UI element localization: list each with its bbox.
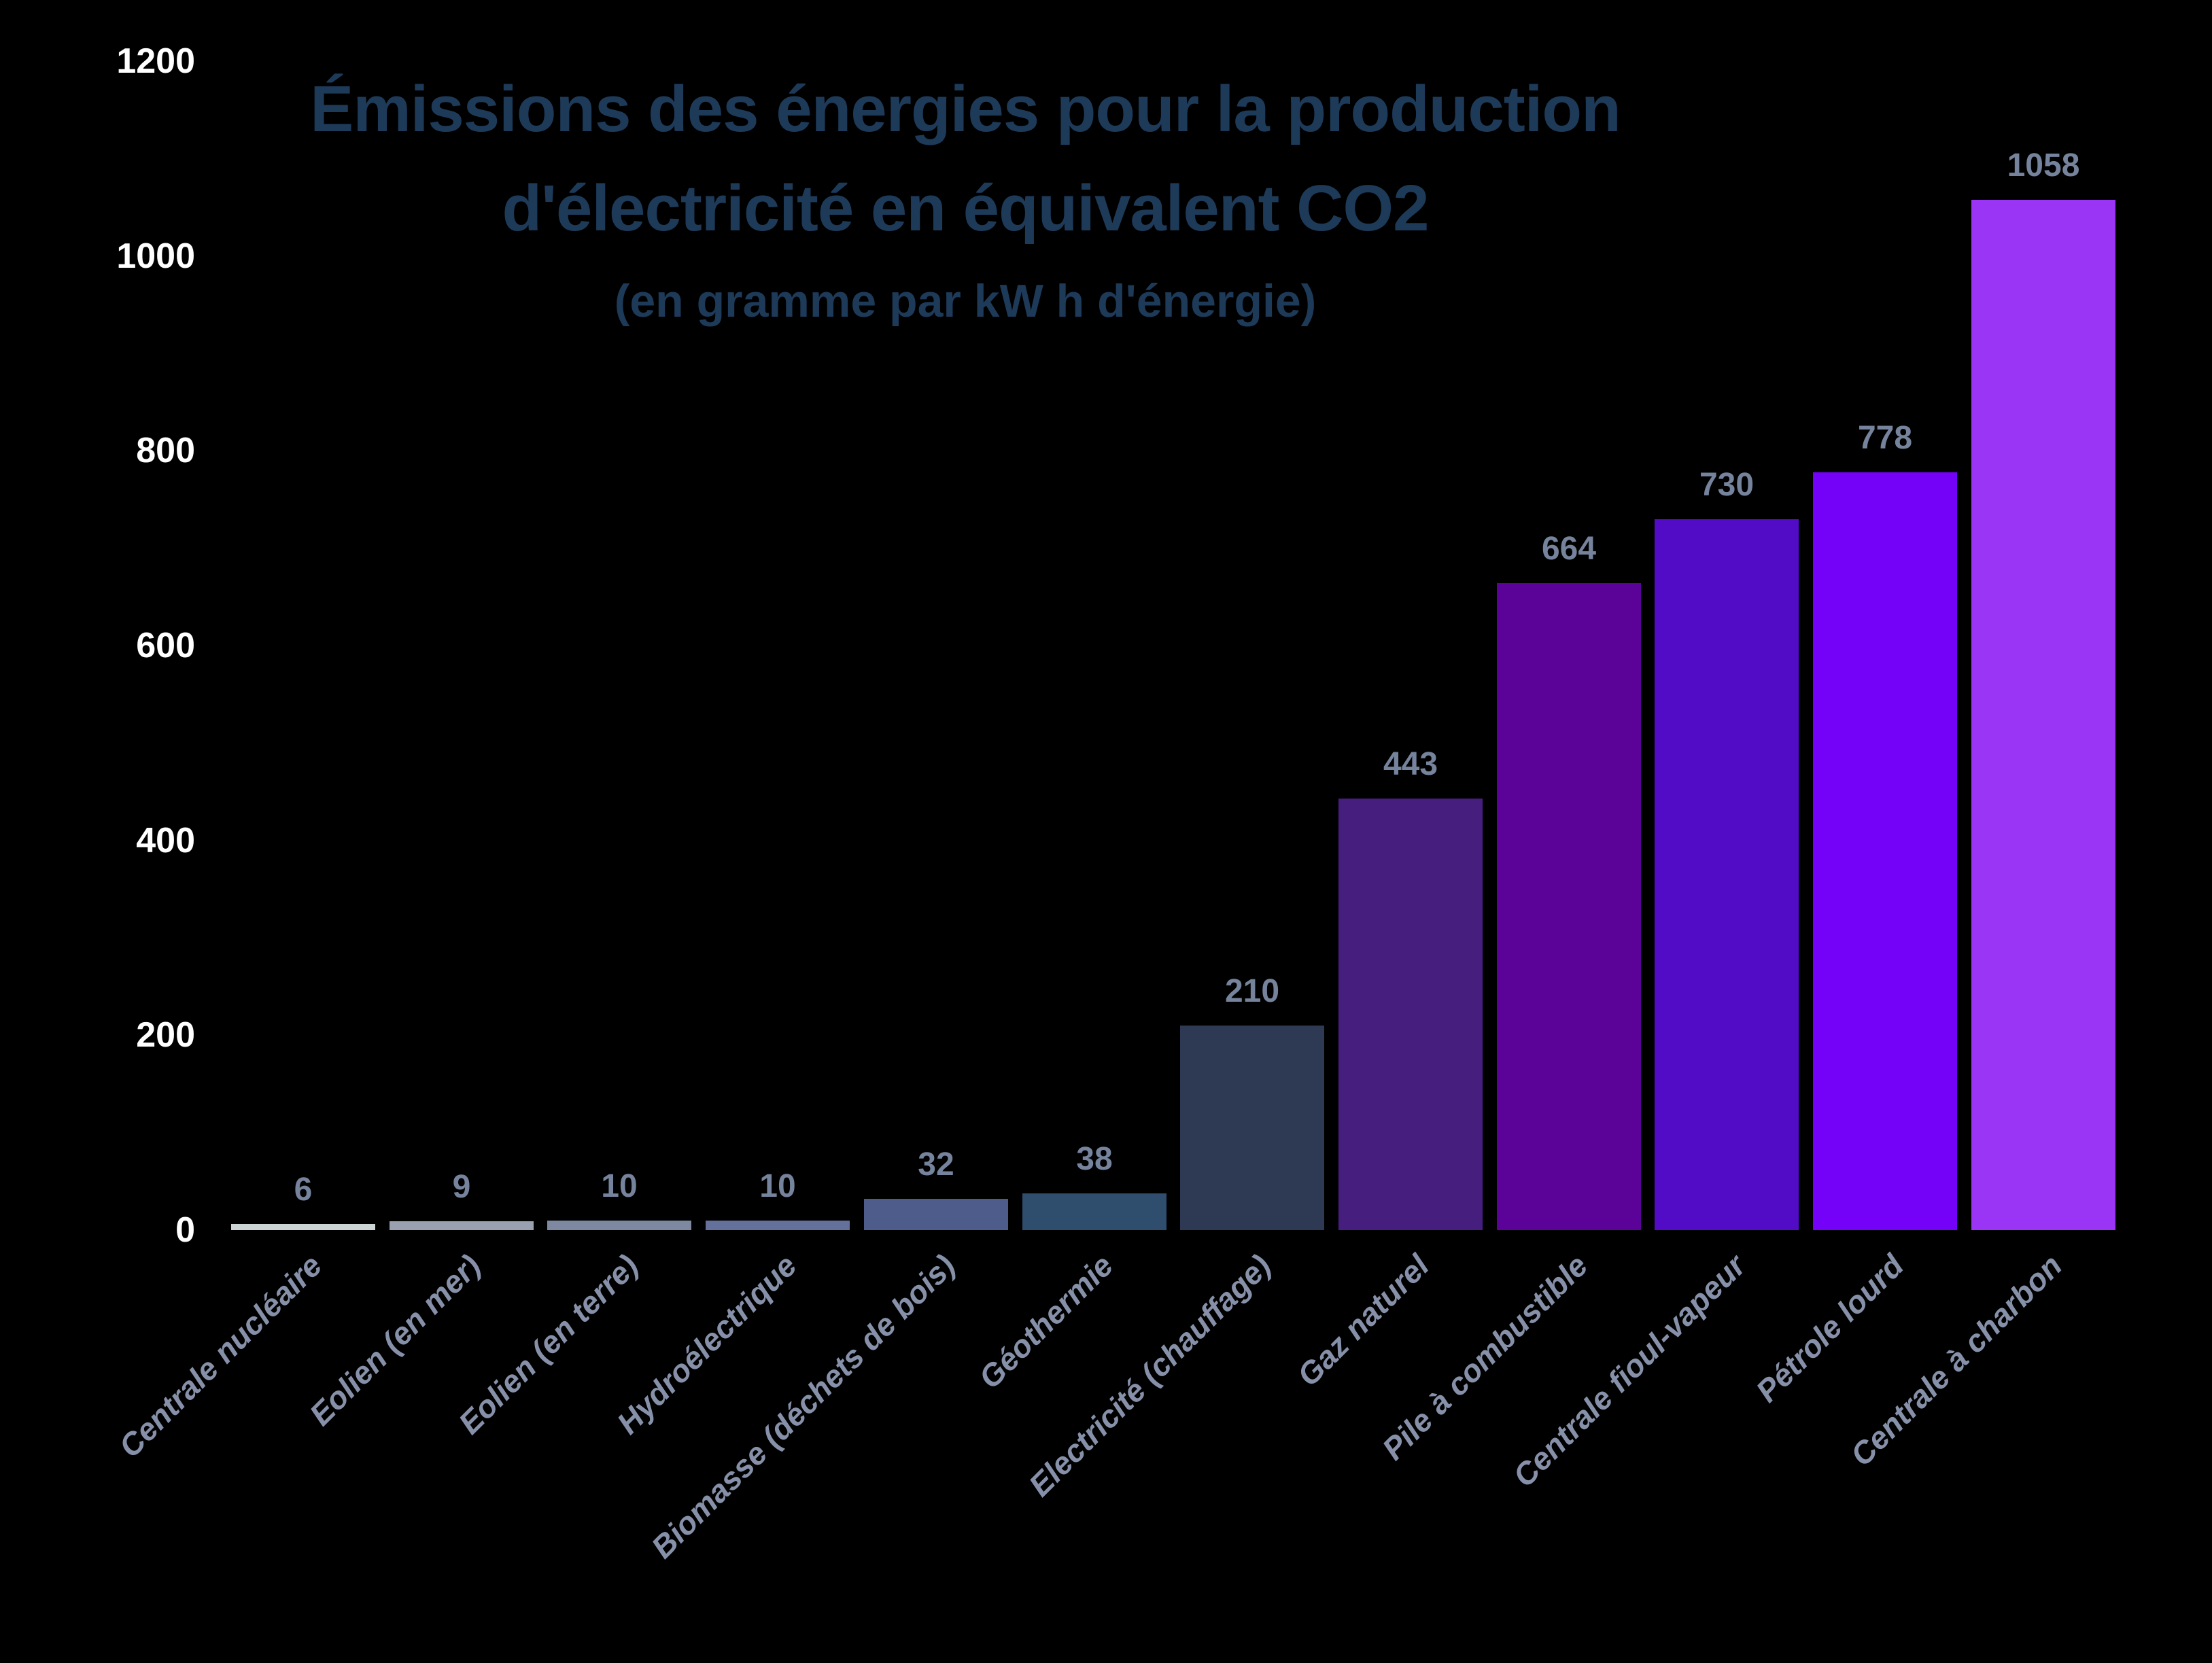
bar-gaz-naturel	[1338, 799, 1483, 1230]
bar-pile-a-combustible	[1497, 583, 1641, 1230]
value-label-centrale-nucleaire: 6	[294, 1172, 313, 1208]
chart-title-line1: Émissions des énergies pour la productio…	[310, 73, 1621, 145]
value-label-geothermie: 38	[1076, 1141, 1113, 1177]
y-tick-label-600: 600	[136, 626, 195, 665]
x-label-eolien-en-mer: Eolien (en mer)	[302, 1247, 487, 1433]
bar-eolien-en-mer	[390, 1221, 534, 1230]
x-label-petrole-lourd: Pétrole lourd	[1749, 1247, 1911, 1410]
value-label-eolien-en-terre: 10	[601, 1168, 638, 1204]
value-label-hydroelectrique: 10	[759, 1168, 796, 1204]
value-label-eolien-en-mer: 9	[452, 1169, 471, 1205]
value-label-centrale-a-charbon: 1058	[2007, 147, 2080, 183]
y-tick-label-0: 0	[175, 1210, 195, 1250]
value-label-electricite-chauffage: 210	[1224, 973, 1280, 1009]
bar-biomasse-dechets-de-bois	[864, 1199, 1008, 1230]
bar-geothermie	[1022, 1193, 1167, 1230]
bar-centrale-nucleaire	[231, 1224, 375, 1230]
bar-electricite-chauffage	[1180, 1026, 1324, 1230]
bar-centrale-a-charbon	[1971, 200, 2115, 1230]
bar-petrole-lourd	[1813, 472, 1957, 1230]
y-tick-label-800: 800	[136, 431, 195, 470]
bar-centrale-fioul-vapeur	[1655, 519, 1799, 1230]
value-label-gaz-naturel: 443	[1383, 746, 1438, 782]
y-tick-label-400: 400	[136, 821, 195, 860]
chart-subtitle: (en gramme par kW h d'énergie)	[614, 275, 1317, 327]
chart-title: Émissions des énergies pour la productio…	[0, 60, 1931, 258]
y-tick-label-1000: 1000	[116, 237, 195, 276]
bar-hydroelectrique	[706, 1221, 850, 1230]
value-label-biomasse-dechets-de-bois: 32	[918, 1146, 954, 1183]
value-label-pile-a-combustible: 664	[1541, 531, 1597, 567]
y-tick-label-200: 200	[136, 1015, 195, 1055]
value-label-centrale-fioul-vapeur: 730	[1699, 467, 1755, 503]
x-label-biomasse-dechets-de-bois: Biomasse (déchets de bois)	[644, 1247, 962, 1565]
x-label-centrale-nucleaire: Centrale nucléaire	[111, 1247, 329, 1465]
bar-eolien-en-terre	[547, 1221, 691, 1230]
value-label-petrole-lourd: 778	[1857, 420, 1913, 456]
x-label-geothermie: Géothermie	[971, 1247, 1120, 1396]
y-tick-label-1200: 1200	[116, 41, 195, 81]
x-label-gaz-naturel: Gaz naturel	[1290, 1247, 1436, 1393]
chart-title-line2: d'électricité en équivalent CO2	[502, 172, 1430, 245]
